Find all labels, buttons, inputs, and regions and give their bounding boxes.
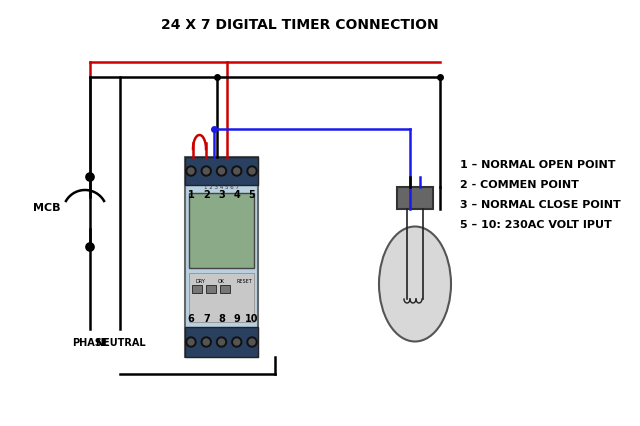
Text: 4: 4 [234, 190, 240, 199]
Text: 3: 3 [218, 190, 225, 199]
Circle shape [247, 337, 257, 347]
Circle shape [204, 339, 209, 345]
Circle shape [218, 339, 225, 345]
Text: PHASE: PHASE [72, 337, 108, 347]
Text: 7: 7 [203, 313, 210, 323]
Circle shape [216, 337, 227, 347]
Text: DRY: DRY [195, 278, 205, 283]
Circle shape [201, 337, 211, 347]
Circle shape [86, 173, 94, 181]
Circle shape [216, 167, 227, 177]
Circle shape [186, 167, 196, 177]
Bar [206, 285, 216, 294]
Text: 24 X 7 DIGITAL TIMER CONNECTION: 24 X 7 DIGITAL TIMER CONNECTION [161, 18, 439, 32]
Bar [192, 285, 202, 294]
Circle shape [86, 243, 94, 251]
Circle shape [218, 169, 225, 175]
Text: MCB: MCB [33, 202, 60, 213]
Circle shape [249, 169, 255, 175]
Circle shape [249, 339, 255, 345]
Circle shape [234, 339, 240, 345]
Circle shape [232, 337, 242, 347]
Ellipse shape [379, 227, 451, 342]
Text: 1: 1 [188, 190, 195, 199]
Bar [185, 158, 258, 357]
Circle shape [188, 339, 194, 345]
Text: 9: 9 [234, 313, 240, 323]
Bar [189, 273, 254, 322]
Circle shape [234, 169, 240, 175]
Text: NEUTRAL: NEUTRAL [95, 337, 145, 347]
Circle shape [232, 167, 242, 177]
Text: 8: 8 [218, 313, 225, 323]
Text: 6: 6 [188, 313, 195, 323]
Bar [397, 187, 433, 210]
Text: 2: 2 [203, 190, 210, 199]
Text: 1 2 3 4 5 6 7: 1 2 3 4 5 6 7 [204, 184, 239, 190]
Circle shape [247, 167, 257, 177]
Bar [220, 285, 230, 294]
Bar [185, 158, 258, 186]
Circle shape [204, 169, 209, 175]
Text: 1 – NORMAL OPEN POINT: 1 – NORMAL OPEN POINT [460, 160, 616, 170]
Text: RESET: RESET [236, 278, 252, 283]
Text: 5 – 10: 230AC VOLT IPUT: 5 – 10: 230AC VOLT IPUT [460, 219, 612, 230]
Text: OK: OK [218, 278, 225, 283]
Circle shape [201, 167, 211, 177]
Text: 5: 5 [248, 190, 255, 199]
Bar [185, 327, 258, 357]
Text: 3 – NORMAL CLOSE POINT: 3 – NORMAL CLOSE POINT [460, 199, 621, 210]
Bar [189, 193, 254, 268]
Circle shape [186, 337, 196, 347]
Circle shape [188, 169, 194, 175]
Text: 2 - COMMEN POINT: 2 - COMMEN POINT [460, 180, 579, 190]
Text: 10: 10 [245, 313, 259, 323]
